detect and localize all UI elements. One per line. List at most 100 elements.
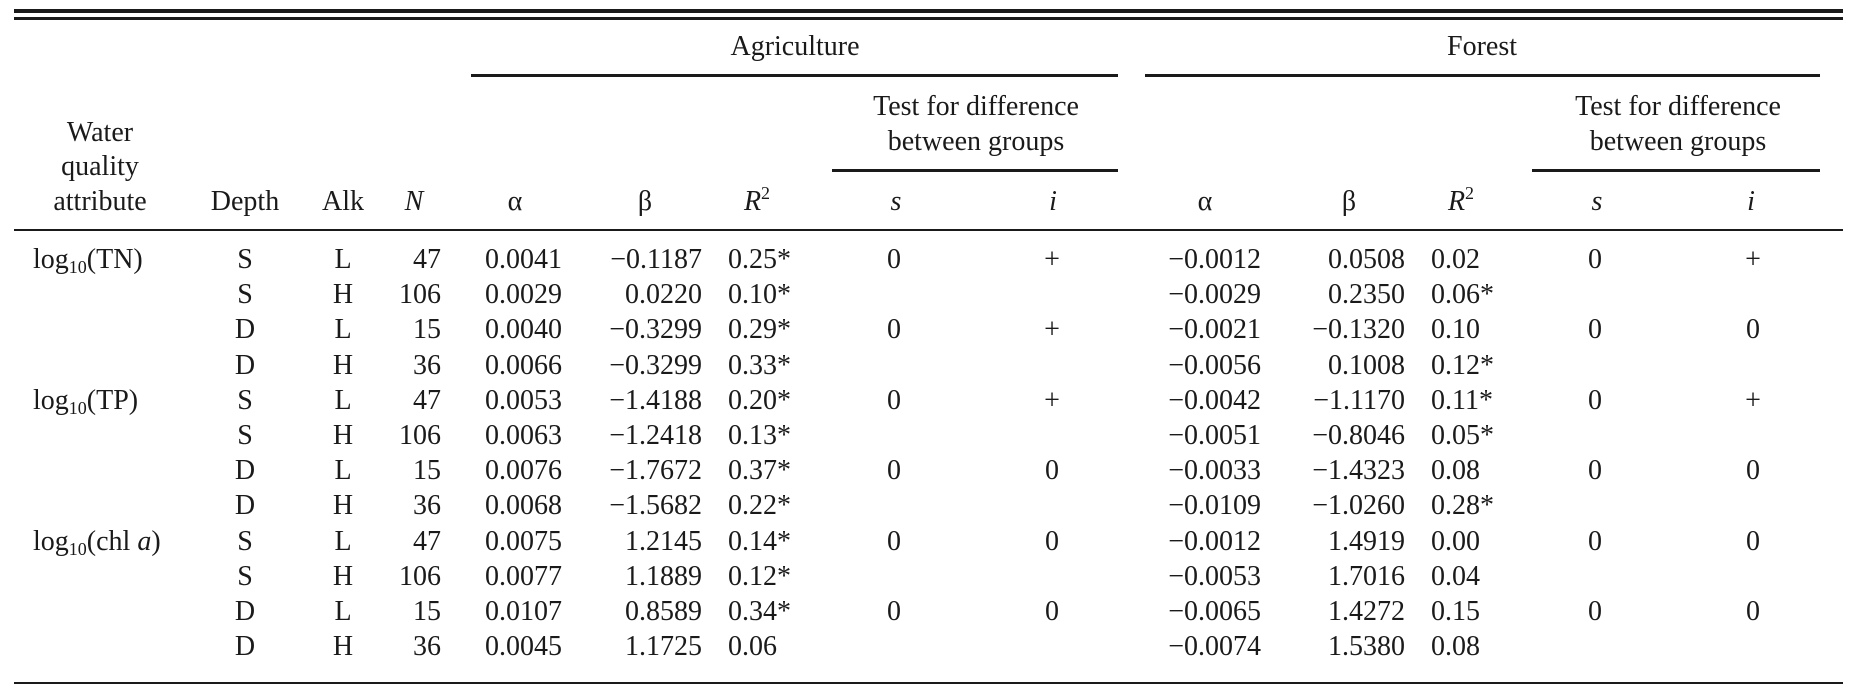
agriculture-r2-cell: 0.14*	[728, 525, 791, 557]
alk-cell: H	[332, 349, 354, 381]
forest-r2-cell: 0.04	[1431, 560, 1480, 592]
n-cell: 15	[413, 596, 441, 627]
agriculture-test-header-line2: between groups	[887, 126, 1065, 157]
n-cell: 36	[413, 349, 441, 381]
forest-alpha-cell: −0.0051	[1168, 420, 1261, 451]
forest-beta-cell: −1.0260	[1312, 490, 1405, 522]
agriculture-alpha-cell: 0.0063	[485, 420, 562, 451]
agriculture-s-cell: 0	[887, 596, 901, 627]
agriculture-beta-cell: 0.8589	[625, 596, 702, 627]
attribute-argument: (TP)	[86, 384, 139, 416]
forest-r2-cell: 0.15	[1431, 596, 1480, 627]
forest-r2-cell: 0.00	[1431, 525, 1480, 557]
agriculture-i-cell: +	[1044, 244, 1060, 275]
depth-cell: S	[237, 244, 253, 275]
depth-header: Depth	[210, 186, 280, 217]
alk-cell: H	[332, 490, 354, 522]
agriculture-r2-cell: 0.25*	[728, 244, 791, 275]
forest-test-rule	[1532, 169, 1820, 172]
attribute-argument: (chl	[86, 525, 138, 557]
r2-superscript: 2	[1465, 183, 1475, 203]
agriculture-r2-cell: 0.10*	[728, 279, 791, 311]
attribute-header-line3: attribute	[53, 186, 147, 217]
forest-r2-cell: 0.10	[1431, 314, 1480, 346]
agriculture-alpha-cell: 0.0029	[485, 279, 562, 311]
alk-cell: L	[334, 244, 352, 275]
depth-cell: S	[237, 525, 253, 557]
forest-alpha-cell: −0.0029	[1168, 279, 1261, 311]
forest-test-header-line2: between groups	[1589, 126, 1767, 157]
forest-s-header: s	[1591, 186, 1603, 217]
n-cell: 15	[413, 455, 441, 487]
forest-s-cell: 0	[1588, 244, 1602, 275]
forest-i-header: i	[1747, 186, 1755, 217]
agriculture-alpha-cell: 0.0066	[485, 349, 562, 381]
forest-alpha-cell: −0.0053	[1168, 560, 1261, 592]
agriculture-alpha-cell: 0.0107	[485, 596, 562, 627]
forest-beta-cell: 0.2350	[1328, 279, 1405, 311]
alk-cell: L	[334, 455, 352, 487]
agriculture-s-cell: 0	[887, 455, 901, 487]
agriculture-alpha-cell: 0.0075	[485, 525, 562, 557]
forest-alpha-cell: −0.0056	[1168, 349, 1261, 381]
forest-alpha-cell: −0.0021	[1168, 314, 1261, 346]
forest-beta-cell: 0.0508	[1328, 244, 1405, 275]
alk-cell: H	[332, 631, 354, 663]
agriculture-test-header-line1: Test for difference	[873, 91, 1079, 122]
n-cell: 36	[413, 490, 441, 522]
agriculture-alpha-header: α	[507, 186, 523, 217]
agriculture-r2-cell: 0.22*	[728, 490, 791, 522]
agriculture-beta-cell: −0.1187	[610, 244, 702, 275]
forest-r2-cell: 0.05*	[1431, 420, 1494, 451]
forest-alpha-cell: −0.0074	[1168, 631, 1261, 663]
agriculture-i-cell: +	[1044, 314, 1060, 346]
agriculture-alpha-cell: 0.0041	[485, 244, 562, 275]
agriculture-alpha-cell: 0.0076	[485, 455, 562, 487]
attribute-subscript: 10	[68, 257, 87, 277]
forest-beta-header: β	[1341, 186, 1357, 217]
forest-r2-cell: 0.11*	[1431, 384, 1493, 416]
depth-cell: D	[234, 349, 256, 381]
forest-test-header-line1: Test for difference	[1575, 91, 1781, 122]
attribute-cell: log10(TN)	[33, 246, 143, 277]
agriculture-test-rule	[832, 169, 1118, 172]
n-cell: 47	[413, 384, 441, 416]
alk-header: Alk	[322, 186, 364, 217]
agriculture-beta-cell: 1.2145	[625, 525, 702, 557]
agriculture-i-cell: 0	[1045, 455, 1059, 487]
attribute-argument-italic: a	[137, 525, 152, 557]
forest-i-cell: 0	[1746, 455, 1760, 487]
agriculture-s-header: s	[890, 186, 902, 217]
forest-s-cell: 0	[1588, 314, 1602, 346]
agriculture-beta-cell: 1.1889	[625, 560, 702, 592]
depth-cell: D	[234, 490, 256, 522]
agriculture-i-cell: 0	[1045, 596, 1059, 627]
forest-r2-cell: 0.08	[1431, 631, 1480, 663]
agriculture-header: Agriculture	[730, 31, 860, 62]
forest-i-cell: 0	[1746, 525, 1760, 557]
attribute-function: log	[33, 384, 69, 416]
agriculture-beta-cell: 1.1725	[625, 631, 702, 663]
depth-cell: S	[237, 420, 253, 451]
n-header: N	[404, 186, 424, 217]
agriculture-alpha-cell: 0.0040	[485, 314, 562, 346]
alk-cell: L	[334, 596, 352, 627]
r2-superscript: 2	[761, 183, 771, 203]
attribute-function: log	[33, 525, 69, 557]
depth-cell: D	[234, 314, 256, 346]
alk-cell: L	[334, 384, 352, 416]
forest-i-cell: 0	[1746, 314, 1760, 346]
agriculture-s-cell: 0	[887, 244, 901, 275]
agriculture-s-cell: 0	[887, 384, 901, 416]
forest-rule	[1145, 74, 1820, 77]
depth-cell: S	[237, 279, 253, 311]
agriculture-beta-cell: −1.7672	[609, 455, 702, 487]
forest-beta-cell: −1.1170	[1313, 384, 1405, 416]
agriculture-s-cell: 0	[887, 525, 901, 557]
forest-r2-cell: 0.28*	[1431, 490, 1494, 522]
agriculture-r2-cell: 0.12*	[728, 560, 791, 592]
agriculture-r2-header: R2	[744, 184, 770, 216]
top-rule-1	[14, 9, 1843, 13]
forest-r2-cell: 0.02	[1431, 244, 1480, 275]
n-cell: 47	[413, 525, 441, 557]
